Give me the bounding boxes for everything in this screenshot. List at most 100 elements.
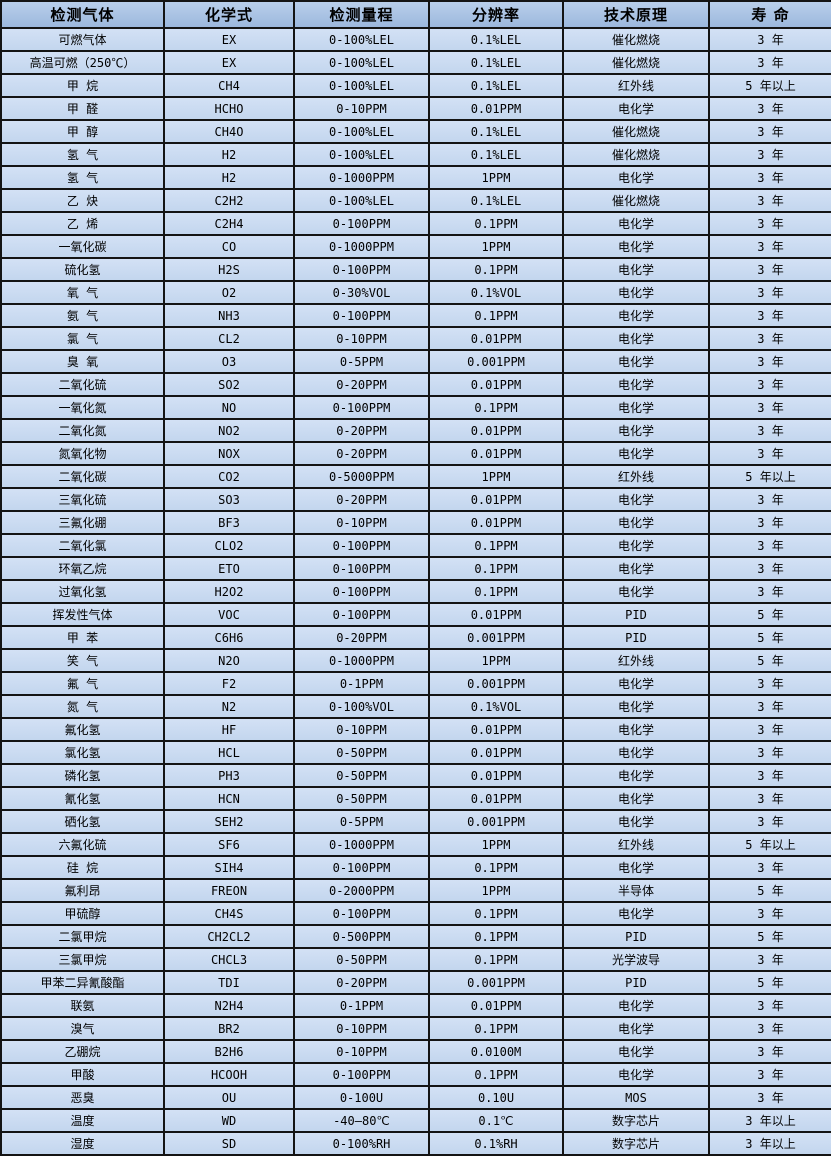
cell-formula: O2 xyxy=(163,280,295,305)
cell-gas: 氟化氢 xyxy=(0,717,165,742)
cell-lifespan: 3 年 xyxy=(708,1039,831,1064)
table-row: 一氧化碳 CO 0-1000PPM 1PPM 电化学 3 年 xyxy=(0,234,831,259)
cell-gas: 甲硫醇 xyxy=(0,901,165,926)
cell-principle: 电化学 xyxy=(562,671,710,696)
cell-range: 0-20PPM xyxy=(293,487,430,512)
cell-range: 0-50PPM xyxy=(293,786,430,811)
cell-resolution: 0.1PPM xyxy=(428,579,564,604)
cell-range: 0-1000PPM xyxy=(293,648,430,673)
cell-principle: 电化学 xyxy=(562,280,710,305)
cell-resolution: 0.1%LEL xyxy=(428,188,564,213)
table-row: 二氯甲烷 CH2CL2 0-500PPM 0.1PPM PID 5 年 xyxy=(0,924,831,949)
cell-range: 0-30%VOL xyxy=(293,280,430,305)
column-header-principle: 技术原理 xyxy=(562,0,710,29)
cell-resolution: 0.01PPM xyxy=(428,717,564,742)
cell-range: 0-100%VOL xyxy=(293,694,430,719)
table-row: 硫化氢 H2S 0-100PPM 0.1PPM 电化学 3 年 xyxy=(0,257,831,282)
cell-gas: 可燃气体 xyxy=(0,27,165,52)
cell-gas: 一氧化氮 xyxy=(0,395,165,420)
cell-principle: 数字芯片 xyxy=(562,1108,710,1133)
cell-formula: OU xyxy=(163,1085,295,1110)
cell-principle: 电化学 xyxy=(562,165,710,190)
cell-range: 0-100%LEL xyxy=(293,73,430,98)
cell-principle: 电化学 xyxy=(562,510,710,535)
cell-principle: 电化学 xyxy=(562,1039,710,1064)
cell-lifespan: 3 年 xyxy=(708,257,831,282)
cell-principle: 电化学 xyxy=(562,786,710,811)
cell-principle: 电化学 xyxy=(562,234,710,259)
table-row: 甲 醛 HCHO 0-10PPM 0.01PPM 电化学 3 年 xyxy=(0,96,831,121)
table-row: 湿度 SD 0-100%RH 0.1%RH 数字芯片 3 年以上 xyxy=(0,1131,831,1156)
cell-formula: H2S xyxy=(163,257,295,282)
table-row: 乙 烯 C2H4 0-100PPM 0.1PPM 电化学 3 年 xyxy=(0,211,831,236)
cell-gas: 三氧化硫 xyxy=(0,487,165,512)
cell-resolution: 1PPM xyxy=(428,648,564,673)
column-header-formula: 化学式 xyxy=(163,0,295,29)
cell-resolution: 0.001PPM xyxy=(428,625,564,650)
cell-formula: FREON xyxy=(163,878,295,903)
cell-principle: 半导体 xyxy=(562,878,710,903)
cell-gas: 湿度 xyxy=(0,1131,165,1156)
cell-principle: 电化学 xyxy=(562,211,710,236)
cell-gas: 三氟化硼 xyxy=(0,510,165,535)
cell-range: 0-100U xyxy=(293,1085,430,1110)
cell-gas: 过氧化氢 xyxy=(0,579,165,604)
cell-range: 0-100%LEL xyxy=(293,50,430,75)
cell-gas: 硒化氢 xyxy=(0,809,165,834)
table-row: 甲硫醇 CH4S 0-100PPM 0.1PPM 电化学 3 年 xyxy=(0,901,831,926)
cell-formula: C2H2 xyxy=(163,188,295,213)
cell-resolution: 0.01PPM xyxy=(428,602,564,627)
table-row: 六氟化硫 SF6 0-1000PPM 1PPM 红外线 5 年以上 xyxy=(0,832,831,857)
cell-gas: 氢 气 xyxy=(0,165,165,190)
cell-principle: PID xyxy=(562,625,710,650)
cell-gas: 挥发性气体 xyxy=(0,602,165,627)
cell-formula: EX xyxy=(163,50,295,75)
cell-range: 0-20PPM xyxy=(293,418,430,443)
cell-lifespan: 3 年 xyxy=(708,533,831,558)
cell-gas: 联氨 xyxy=(0,993,165,1018)
cell-principle: 催化燃烧 xyxy=(562,142,710,167)
cell-lifespan: 3 年 xyxy=(708,556,831,581)
cell-range: 0-20PPM xyxy=(293,372,430,397)
cell-gas: 温度 xyxy=(0,1108,165,1133)
table-row: 氯化氢 HCL 0-50PPM 0.01PPM 电化学 3 年 xyxy=(0,740,831,765)
cell-resolution: 0.1PPM xyxy=(428,533,564,558)
cell-lifespan: 3 年 xyxy=(708,510,831,535)
cell-range: 0-100PPM xyxy=(293,257,430,282)
cell-lifespan: 3 年 xyxy=(708,809,831,834)
cell-resolution: 0.1PPM xyxy=(428,303,564,328)
cell-range: 0-100PPM xyxy=(293,579,430,604)
cell-range: 0-100%LEL xyxy=(293,188,430,213)
cell-resolution: 0.1PPM xyxy=(428,924,564,949)
cell-lifespan: 3 年 xyxy=(708,372,831,397)
cell-formula: BF3 xyxy=(163,510,295,535)
cell-principle: 电化学 xyxy=(562,372,710,397)
cell-range: 0-20PPM xyxy=(293,970,430,995)
cell-principle: 催化燃烧 xyxy=(562,188,710,213)
cell-gas: 乙硼烷 xyxy=(0,1039,165,1064)
table-row: 二氧化氯 CLO2 0-100PPM 0.1PPM 电化学 3 年 xyxy=(0,533,831,558)
cell-lifespan: 3 年 xyxy=(708,280,831,305)
table-row: 环氧乙烷 ETO 0-100PPM 0.1PPM 电化学 3 年 xyxy=(0,556,831,581)
cell-lifespan: 3 年 xyxy=(708,165,831,190)
table-row: 三氧化硫 SO3 0-20PPM 0.01PPM 电化学 3 年 xyxy=(0,487,831,512)
cell-principle: 电化学 xyxy=(562,487,710,512)
cell-formula: SO3 xyxy=(163,487,295,512)
cell-principle: 电化学 xyxy=(562,694,710,719)
cell-range: 0-10PPM xyxy=(293,1016,430,1041)
cell-range: 0-10PPM xyxy=(293,510,430,535)
cell-resolution: 0.0100M xyxy=(428,1039,564,1064)
cell-range: 0-5PPM xyxy=(293,349,430,374)
cell-lifespan: 3 年 xyxy=(708,740,831,765)
cell-lifespan: 3 年 xyxy=(708,901,831,926)
cell-lifespan: 3 年 xyxy=(708,211,831,236)
table-row: 氨 气 NH3 0-100PPM 0.1PPM 电化学 3 年 xyxy=(0,303,831,328)
cell-resolution: 0.01PPM xyxy=(428,441,564,466)
cell-range: 0-1PPM xyxy=(293,671,430,696)
cell-gas: 氟利昂 xyxy=(0,878,165,903)
cell-range: 0-100PPM xyxy=(293,901,430,926)
cell-principle: 光学波导 xyxy=(562,947,710,972)
cell-formula: SIH4 xyxy=(163,855,295,880)
header-row: 检测气体 化学式 检测量程 分辨率 技术原理 寿 命 xyxy=(0,0,831,29)
cell-gas: 硅 烷 xyxy=(0,855,165,880)
